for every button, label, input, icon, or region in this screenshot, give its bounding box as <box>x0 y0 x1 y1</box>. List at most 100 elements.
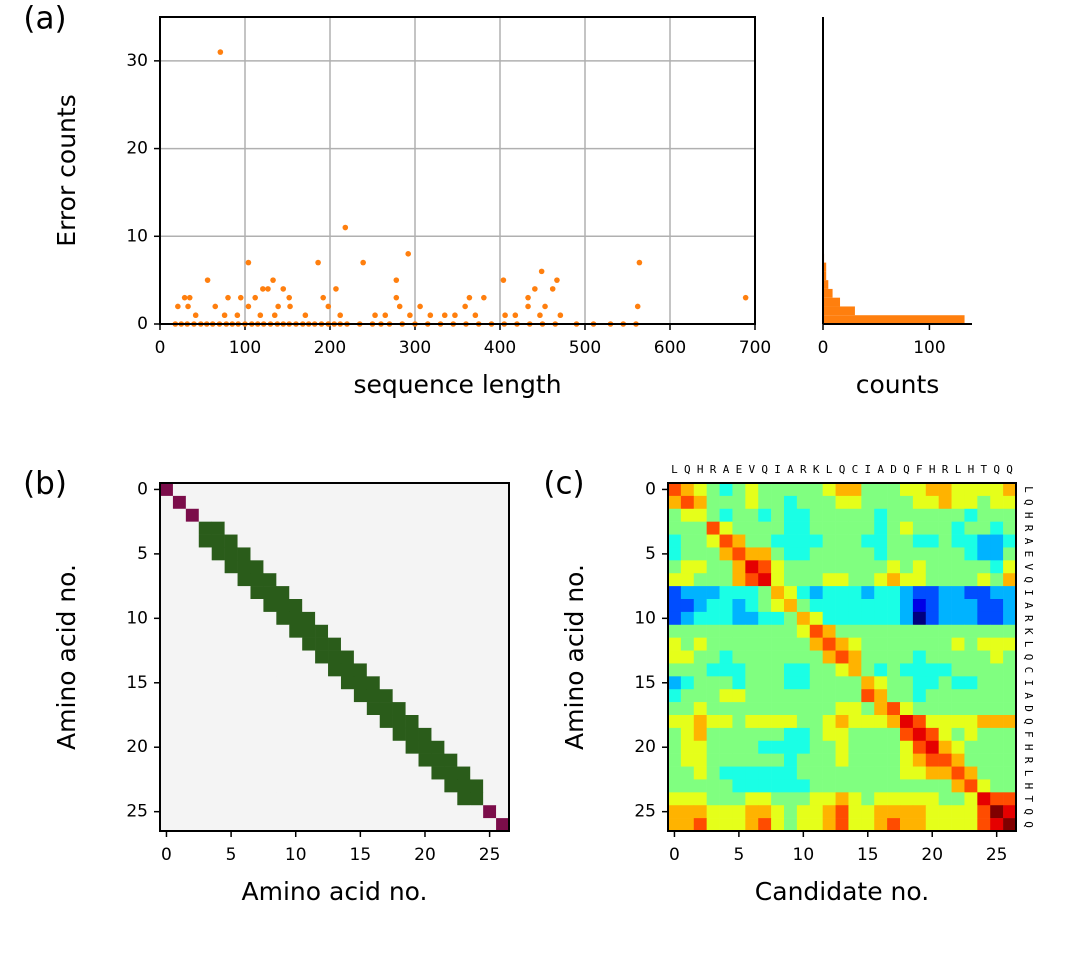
heatmap-cell <box>198 560 213 574</box>
heatmap-cell <box>693 676 707 690</box>
point <box>270 277 276 283</box>
heatmap-cell <box>951 599 965 613</box>
heatmap-cell <box>887 637 901 651</box>
heatmap-cell <box>964 689 978 703</box>
heatmap-cell <box>366 573 381 587</box>
heatmap-cell <box>211 792 225 806</box>
x-tick-label: 20 <box>414 845 436 865</box>
heatmap-cell <box>900 599 914 613</box>
heatmap-cell <box>887 676 901 690</box>
heatmap-cell <box>693 586 707 600</box>
heatmap-cell <box>483 792 497 806</box>
heatmap-cell <box>848 702 862 716</box>
heatmap-cell <box>835 521 849 535</box>
heatmap-cell <box>758 573 772 587</box>
heatmap-cell <box>160 547 174 561</box>
heatmap-cell <box>444 495 458 510</box>
point <box>636 259 643 266</box>
point <box>417 303 423 310</box>
heatmap-cell <box>483 650 497 664</box>
column-label: H <box>968 463 975 476</box>
heatmap-cell <box>160 779 174 793</box>
heatmap-cell <box>822 573 836 587</box>
heatmap-cell <box>732 483 746 497</box>
heatmap-cell <box>1003 727 1017 742</box>
heatmap-cell <box>392 663 406 677</box>
heatmap-cell <box>198 766 213 780</box>
heatmap-cell <box>263 818 277 832</box>
heatmap-cell <box>224 573 238 587</box>
heatmap-cell <box>680 818 695 832</box>
heatmap-cell <box>289 766 303 780</box>
heatmap-cell <box>758 483 772 497</box>
heatmap-cell <box>366 560 381 574</box>
heatmap-cell <box>719 508 733 522</box>
heatmap-cell <box>302 508 316 522</box>
heatmap-cell <box>680 599 695 613</box>
x-tick-label: 500 <box>569 338 601 358</box>
heatmap-cell <box>160 611 174 626</box>
heatmap-cell <box>353 663 368 677</box>
heatmap-cell <box>379 818 393 832</box>
heatmap-cell <box>990 805 1004 819</box>
heatmap-cell <box>822 805 836 819</box>
heatmap-cell <box>977 521 991 535</box>
heatmap-cell <box>263 702 277 716</box>
heatmap-cell <box>431 508 445 522</box>
heatmap-cell <box>835 818 849 832</box>
heatmap-cell <box>160 753 174 767</box>
heatmap-cell <box>951 508 965 522</box>
heatmap-cell <box>848 818 862 832</box>
heatmap-cell <box>263 727 277 742</box>
heatmap-cell <box>457 573 471 587</box>
heatmap-cell <box>431 753 445 767</box>
heatmap-cell <box>861 766 875 780</box>
heatmap-cell <box>198 753 213 767</box>
heatmap-cell <box>250 547 264 561</box>
heatmap-cell <box>861 805 875 819</box>
heatmap-cell <box>289 495 303 510</box>
heatmap-cell <box>444 483 458 497</box>
heatmap-cell <box>315 818 329 832</box>
heatmap-cell <box>315 534 329 548</box>
heatmap-cell <box>431 495 445 510</box>
heatmap-cell <box>912 586 927 600</box>
heatmap-cell <box>964 818 978 832</box>
y-tick-label: 15 <box>634 673 656 693</box>
heatmap-cell <box>340 792 355 806</box>
heatmap-cell <box>470 483 484 497</box>
heatmap-cell <box>784 560 798 574</box>
heatmap-cell <box>302 727 316 742</box>
heatmap-cell <box>198 676 213 690</box>
heatmap-cell <box>771 547 785 561</box>
heatmap-cell <box>977 805 991 819</box>
heatmap-cell <box>379 702 393 716</box>
heatmap-cell <box>900 624 914 638</box>
heatmap-cell <box>668 715 682 729</box>
heatmap-cell <box>405 611 419 626</box>
heatmap-cell <box>874 676 888 690</box>
heatmap-cell <box>263 779 277 793</box>
heatmap-cell <box>848 663 862 677</box>
point <box>275 303 281 310</box>
heatmap-cell <box>172 534 187 548</box>
heatmap-cell <box>758 521 772 535</box>
heatmap-cell <box>224 676 238 690</box>
heatmap-cell <box>263 650 277 664</box>
heatmap-cell <box>925 534 939 548</box>
x-tick-label: 25 <box>479 845 501 865</box>
heatmap-cell <box>912 663 927 677</box>
heatmap-cell <box>185 650 200 664</box>
heatmap-cell <box>263 547 277 561</box>
heatmap-cell <box>457 521 471 535</box>
heatmap-cell <box>172 702 187 716</box>
heatmap-cell <box>211 495 225 510</box>
heatmap-cell <box>379 599 393 613</box>
heatmap-cell <box>276 611 290 626</box>
heatmap-cell <box>276 547 290 561</box>
heatmap-cell <box>340 753 355 767</box>
heatmap-cell <box>198 805 213 819</box>
heatmap-cell <box>263 483 277 497</box>
heatmap-cell <box>276 792 290 806</box>
heatmap-cell <box>340 624 355 638</box>
